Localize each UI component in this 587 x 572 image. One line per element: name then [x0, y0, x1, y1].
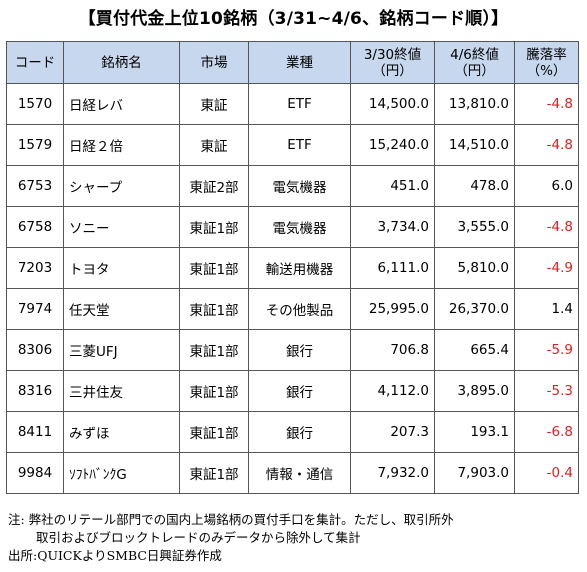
cell-market: 東証 — [179, 83, 249, 125]
cell-close-0330: 15,240.0 — [350, 124, 435, 166]
cell-sector: 銀行 — [248, 411, 351, 453]
table-row: 1570 日経レバ 東証 ETF 14,500.0 13,810.0 -4.8 — [6, 83, 579, 125]
cell-name: 日経レバ — [63, 83, 180, 125]
page-title: 【買付代金上位10銘柄（3/31~4/6、銘柄コード順）】 — [78, 9, 509, 29]
cell-name: トヨタ — [63, 247, 180, 289]
cell-name: ｿﾌﾄﾊﾞﾝｸG — [63, 452, 180, 494]
cell-code: 7203 — [6, 247, 64, 289]
cell-code: 1579 — [6, 124, 64, 166]
cell-sector: その他製品 — [248, 288, 351, 330]
table-row: 6753 シャープ 東証2部 電気機器 451.0 478.0 6.0 — [6, 165, 579, 207]
footnote-line-1: 注: 弊社のリテール部門での国内上場銘柄の買付手口を集計。ただし、取引所外 — [8, 512, 454, 527]
cell-market: 東証 — [179, 124, 249, 166]
col-header-close-0406: 4/6終値 （円） — [434, 41, 515, 84]
col-header-change: 騰落率 （%） — [514, 41, 579, 84]
cell-market: 東証2部 — [179, 165, 249, 207]
cell-close-0406: 7,903.0 — [434, 452, 515, 494]
cell-close-0330: 25,995.0 — [350, 288, 435, 330]
table-row: 8411 みずほ 東証1部 銀行 207.3 193.1 -6.8 — [6, 411, 579, 453]
cell-change: -5.9 — [514, 329, 579, 371]
cell-close-0330: 7,932.0 — [350, 452, 435, 494]
cell-change: -6.8 — [514, 411, 579, 453]
col-header-name: 銘柄名 — [63, 41, 180, 84]
cell-change: -5.3 — [514, 370, 579, 412]
cell-code: 8411 — [6, 411, 64, 453]
cell-close-0330: 451.0 — [350, 165, 435, 207]
ranking-table: コード 銘柄名 市場 業種 3/30終値 （円） 4/6終値 （円） 騰落率 （… — [6, 41, 579, 494]
col-header-sector: 業種 — [248, 41, 351, 84]
cell-sector: 銀行 — [248, 329, 351, 371]
cell-change: 1.4 — [514, 288, 579, 330]
col-header-code: コード — [6, 41, 64, 84]
footnote-line-2: 取引およびブロックトレードのみデータから除外して集計 — [36, 530, 361, 545]
cell-name: 日経２倍 — [63, 124, 180, 166]
cell-code: 7974 — [6, 288, 64, 330]
footnotes: 注: 弊社のリテール部門での国内上場銘柄の買付手口を集計。ただし、取引所外 取引… — [8, 511, 584, 565]
cell-close-0406: 193.1 — [434, 411, 515, 453]
cell-code: 6753 — [6, 165, 64, 207]
cell-close-0406: 478.0 — [434, 165, 515, 207]
cell-market: 東証1部 — [179, 206, 249, 248]
cell-close-0406: 3,895.0 — [434, 370, 515, 412]
cell-sector: 輸送用機器 — [248, 247, 351, 289]
cell-name: ソニー — [63, 206, 180, 248]
cell-market: 東証1部 — [179, 370, 249, 412]
table-row: 7974 任天堂 東証1部 その他製品 25,995.0 26,370.0 1.4 — [6, 288, 579, 330]
cell-market: 東証1部 — [179, 288, 249, 330]
table-row: 1579 日経２倍 東証 ETF 15,240.0 14,510.0 -4.8 — [6, 124, 579, 166]
cell-name: シャープ — [63, 165, 180, 207]
cell-code: 8306 — [6, 329, 64, 371]
cell-close-0406: 14,510.0 — [434, 124, 515, 166]
cell-code: 9984 — [6, 452, 64, 494]
cell-code: 6758 — [6, 206, 64, 248]
table-header-row: コード 銘柄名 市場 業種 3/30終値 （円） 4/6終値 （円） 騰落率 （… — [6, 41, 579, 84]
cell-market: 東証1部 — [179, 411, 249, 453]
table-row: 6758 ソニー 東証1部 電気機器 3,734.0 3,555.0 -4.8 — [6, 206, 579, 248]
table-row: 7203 トヨタ 東証1部 輸送用機器 6,111.0 5,810.0 -4.9 — [6, 247, 579, 289]
col-header-market: 市場 — [179, 41, 249, 84]
cell-market: 東証1部 — [179, 329, 249, 371]
table-row: 8316 三井住友 東証1部 銀行 4,112.0 3,895.0 -5.3 — [6, 370, 579, 412]
cell-market: 東証1部 — [179, 452, 249, 494]
cell-market: 東証1部 — [179, 247, 249, 289]
cell-change: -4.8 — [514, 124, 579, 166]
cell-close-0406: 13,810.0 — [434, 83, 515, 125]
cell-sector: ETF — [248, 124, 351, 166]
cell-change: -0.4 — [514, 452, 579, 494]
table-row: 9984 ｿﾌﾄﾊﾞﾝｸG 東証1部 情報・通信 7,932.0 7,903.0 -0.4 — [6, 452, 579, 494]
cell-sector: 情報・通信 — [248, 452, 351, 494]
cell-close-0406: 3,555.0 — [434, 206, 515, 248]
cell-close-0330: 706.8 — [350, 329, 435, 371]
cell-change: -4.9 — [514, 247, 579, 289]
source-line: 出所:QUICKよりSMBC日興証券作成 — [8, 548, 222, 563]
cell-change: -4.8 — [514, 83, 579, 125]
cell-name: みずほ — [63, 411, 180, 453]
col-header-close-0330: 3/30終値 （円） — [350, 41, 435, 84]
cell-close-0406: 26,370.0 — [434, 288, 515, 330]
table-row: 8306 三菱UFJ 東証1部 銀行 706.8 665.4 -5.9 — [6, 329, 579, 371]
cell-close-0406: 665.4 — [434, 329, 515, 371]
cell-sector: ETF — [248, 83, 351, 125]
cell-change: 6.0 — [514, 165, 579, 207]
cell-close-0406: 5,810.0 — [434, 247, 515, 289]
cell-close-0330: 14,500.0 — [350, 83, 435, 125]
cell-code: 1570 — [6, 83, 64, 125]
cell-close-0330: 207.3 — [350, 411, 435, 453]
cell-sector: 電気機器 — [248, 165, 351, 207]
cell-close-0330: 6,111.0 — [350, 247, 435, 289]
cell-close-0330: 4,112.0 — [350, 370, 435, 412]
cell-close-0330: 3,734.0 — [350, 206, 435, 248]
cell-name: 任天堂 — [63, 288, 180, 330]
cell-sector: 電気機器 — [248, 206, 351, 248]
cell-change: -4.8 — [514, 206, 579, 248]
cell-name: 三井住友 — [63, 370, 180, 412]
cell-code: 8316 — [6, 370, 64, 412]
cell-name: 三菱UFJ — [63, 329, 180, 371]
cell-sector: 銀行 — [248, 370, 351, 412]
